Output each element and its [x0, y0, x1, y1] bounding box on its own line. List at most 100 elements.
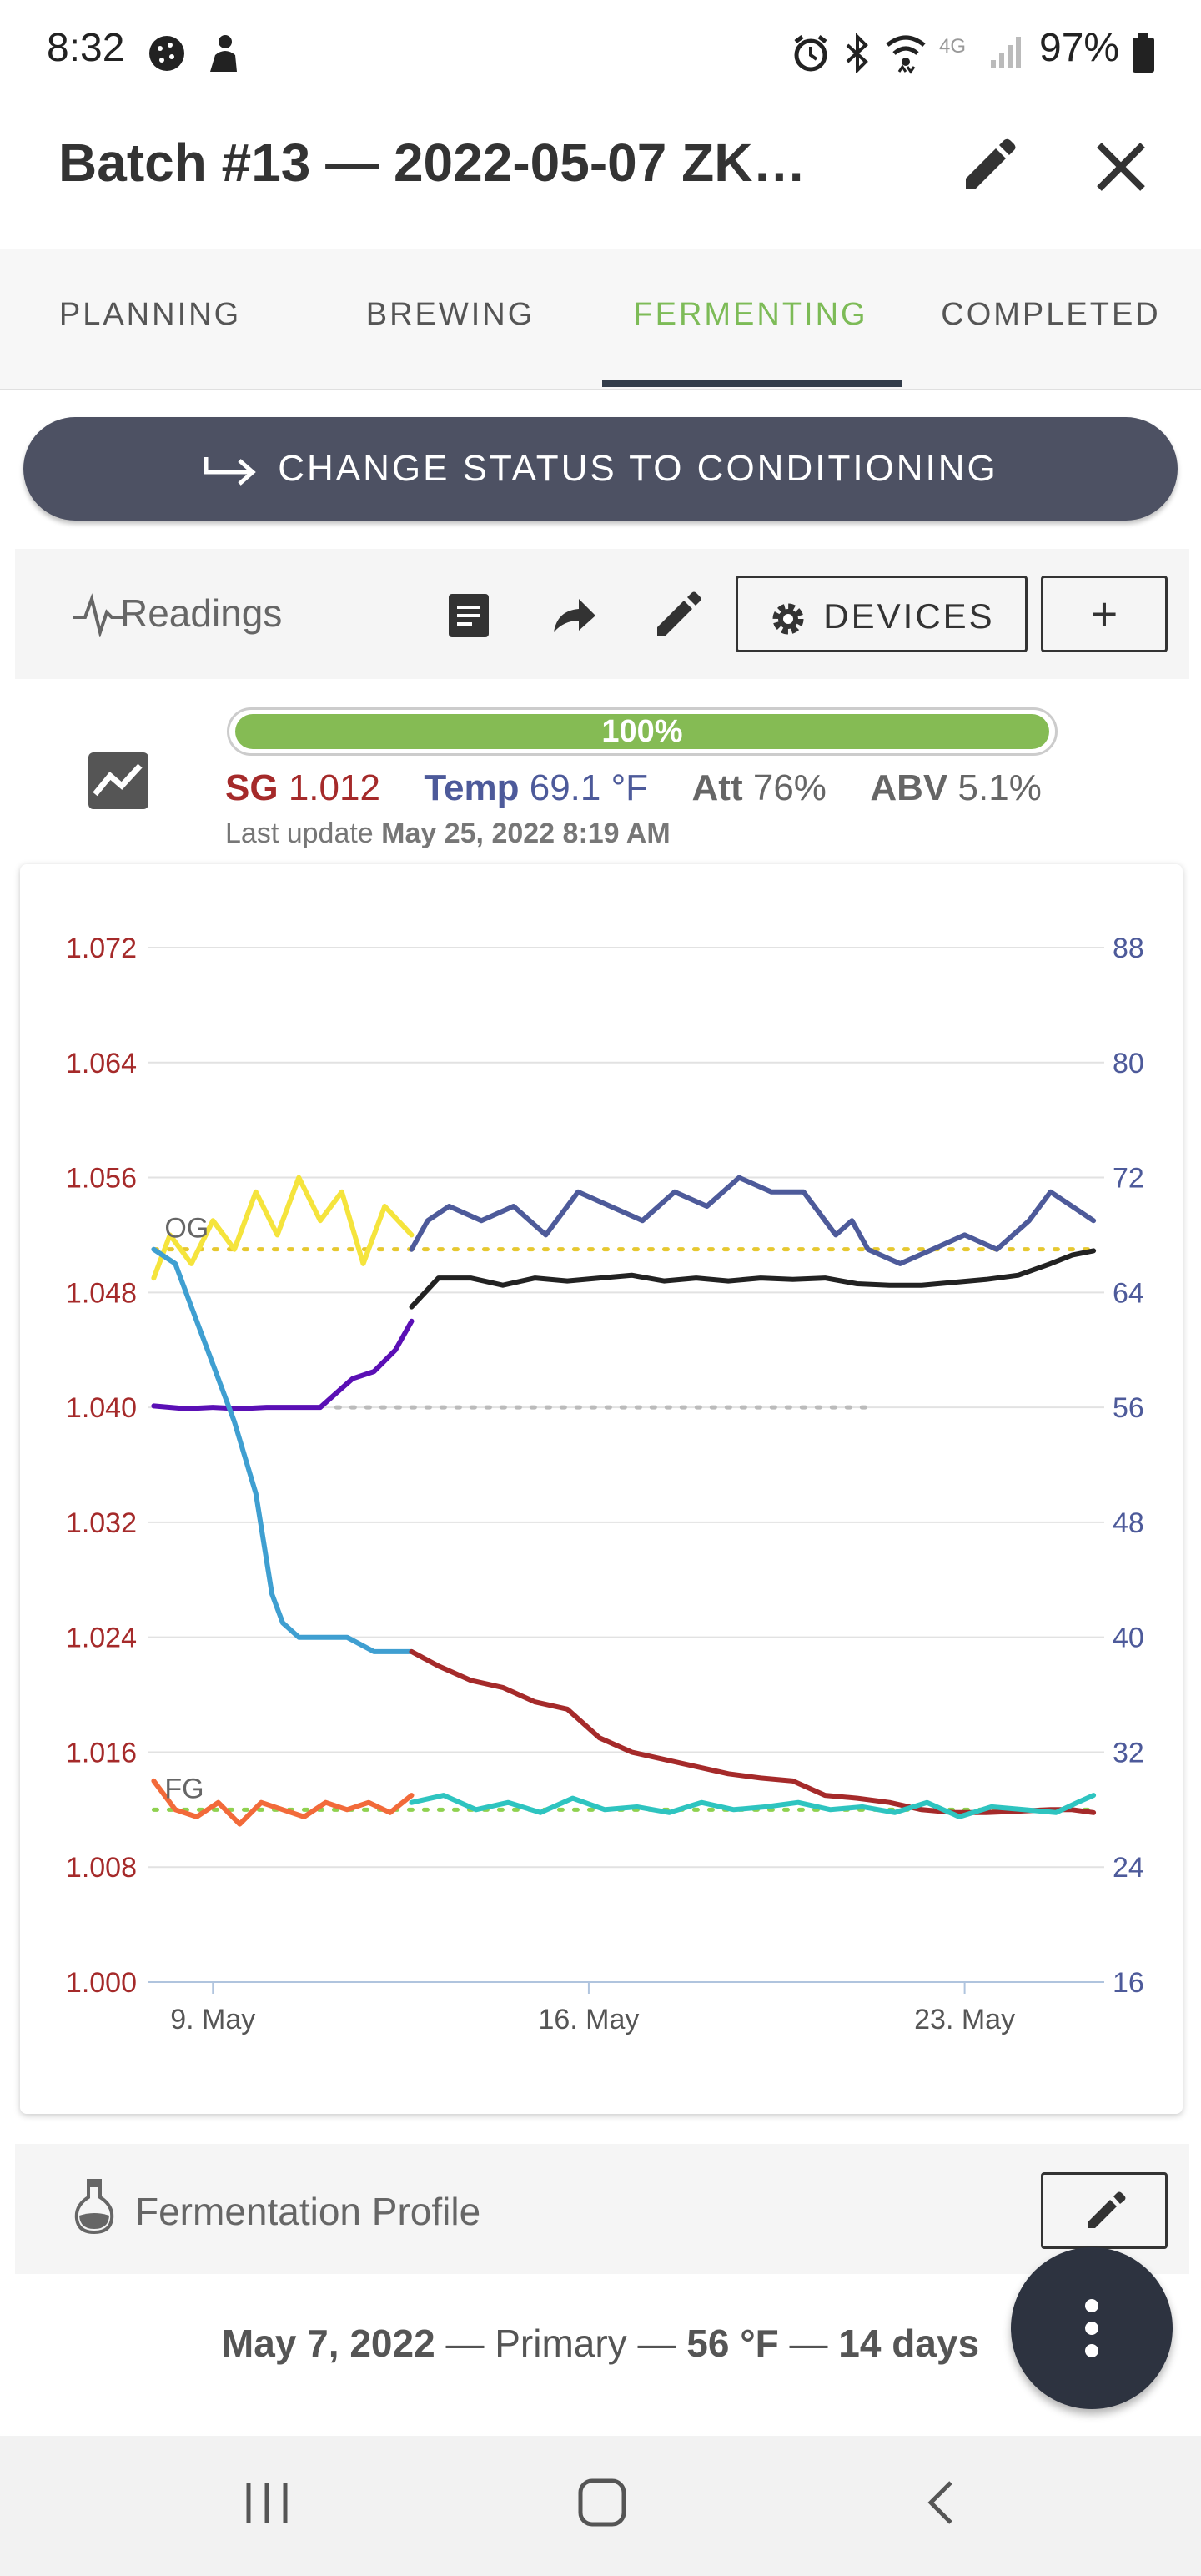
series-line — [151, 1318, 415, 1411]
gear-icon — [772, 603, 804, 635]
y-left-tick-label: 1.000 — [66, 1967, 137, 1999]
tab-fermenting[interactable]: FERMENTING — [633, 297, 868, 332]
stats-line: SG 1.012 Temp 69.1 °F Att 76% ABV 5.1% — [225, 767, 1042, 809]
close-icon — [1097, 143, 1145, 191]
readings-label: Readings — [120, 591, 283, 635]
step-separator: — — [789, 2322, 839, 2365]
att-value: 76% — [752, 767, 827, 808]
bluetooth-icon — [841, 33, 874, 78]
y-left-tick-label: 1.024 — [66, 1623, 137, 1654]
series-line — [151, 1246, 415, 1654]
y-right-tick-label: 64 — [1113, 1277, 1144, 1309]
abv-label: ABV — [870, 767, 948, 808]
home-button[interactable] — [575, 2476, 629, 2529]
recent-apps-icon — [246, 2483, 288, 2523]
x-tick-label: 16. May — [538, 2004, 639, 2035]
more-actions-fab[interactable] — [1011, 2247, 1173, 2409]
tab-completed[interactable]: COMPLETED — [941, 297, 1161, 332]
close-button[interactable] — [1089, 135, 1153, 199]
y-left-tick-label: 1.032 — [66, 1507, 137, 1539]
active-tab-indicator — [602, 380, 902, 387]
fermentation-step: May 7, 2022 — Primary — 56 °F — 14 days — [0, 2321, 1201, 2366]
notes-button[interactable] — [442, 589, 495, 642]
series-line — [409, 1648, 1097, 1815]
wifi-icon — [884, 32, 927, 79]
y-left-tick-label: 1.008 — [66, 1852, 137, 1884]
sg-value: 1.012 — [288, 767, 380, 808]
devices-label: DEVICES — [823, 596, 995, 636]
recent-apps-button[interactable] — [242, 2478, 292, 2528]
devices-button[interactable]: DEVICES — [736, 576, 1028, 652]
att-label: Att — [691, 767, 743, 808]
edit-title-button[interactable] — [956, 135, 1019, 199]
x-tick-label: 23. May — [914, 2004, 1015, 2035]
home-icon — [578, 2478, 626, 2527]
share-button[interactable] — [547, 589, 600, 642]
y-right-tick-label: 24 — [1113, 1852, 1144, 1884]
y-left-tick-label: 1.048 — [66, 1277, 137, 1309]
sg-label: SG — [225, 767, 279, 808]
step-stage: Primary — [495, 2322, 627, 2365]
alarm-icon — [792, 33, 829, 78]
y-right-tick-label: 72 — [1113, 1163, 1144, 1195]
y-right-tick-label: 88 — [1113, 933, 1144, 964]
status-tab-bar: PLANNING BREWING FERMENTING COMPLETED — [0, 249, 1201, 390]
readings-chart[interactable]: 1.072 1.064 1.056 1.048 1.040 1.032 1.024 1.016… — [20, 864, 1183, 2114]
arrow-right-icon — [204, 457, 256, 486]
y-right-tick-label: 56 — [1113, 1392, 1144, 1424]
readings-toolbar — [15, 549, 1189, 679]
y-right-tick-label: 48 — [1113, 1507, 1144, 1539]
more-vertical-icon — [1085, 2299, 1098, 2357]
pulse-icon — [72, 591, 127, 641]
step-separator: — — [637, 2322, 687, 2365]
step-date: May 7, 2022 — [221, 2322, 435, 2365]
x-tick-label: 9. May — [170, 2004, 255, 2035]
y-left-tick-label: 1.040 — [66, 1392, 137, 1424]
notes-icon — [449, 594, 489, 637]
pencil-icon — [657, 591, 701, 636]
battery-icon — [1131, 33, 1156, 78]
last-update-label: Last update — [225, 818, 374, 849]
pencil-icon — [966, 138, 1016, 189]
step-temp: 56 °F — [686, 2322, 779, 2365]
chart-trend-icon — [87, 751, 150, 815]
back-icon — [927, 2481, 952, 2524]
last-update: Last update May 25, 2022 8:19 AM — [225, 818, 671, 850]
tab-brewing[interactable]: BREWING — [365, 297, 535, 332]
person-notification-icon — [204, 33, 240, 78]
y-left-tick-label: 1.016 — [66, 1737, 137, 1768]
change-status-button[interactable]: CHANGE STATUS TO CONDITIONING — [23, 417, 1178, 521]
add-reading-button[interactable]: + — [1041, 576, 1168, 652]
series-line — [151, 1175, 415, 1281]
annotation-label: OG — [164, 1213, 209, 1245]
edit-readings-button[interactable] — [651, 589, 704, 642]
back-button[interactable] — [917, 2478, 967, 2528]
readings-chart-card: 1.072 1.064 1.056 1.048 1.040 1.032 1.024 1.016… — [20, 864, 1183, 2114]
progress-label: 100% — [601, 714, 683, 749]
status-bar: 8:32 4G 97% — [0, 0, 1201, 100]
fermentation-profile-label: Fermentation Profile — [135, 2190, 481, 2233]
system-nav-bar — [0, 2436, 1201, 2576]
progress-fill — [235, 714, 1049, 749]
y-left-tick-label: 1.064 — [66, 1048, 137, 1079]
y-right-tick-label: 80 — [1113, 1048, 1144, 1079]
y-right-tick-label: 40 — [1113, 1623, 1144, 1654]
last-update-value: May 25, 2022 8:19 AM — [381, 818, 671, 849]
signal-icon — [989, 33, 1026, 74]
series-line — [409, 1793, 1097, 1819]
temp-value: 69.1 °F — [529, 767, 649, 808]
step-duration: 14 days — [838, 2322, 980, 2365]
change-status-label: CHANGE STATUS TO CONDITIONING — [278, 448, 998, 489]
abv-value: 5.1% — [957, 767, 1042, 808]
step-separator: — — [445, 2322, 495, 2365]
series-line — [409, 1175, 1097, 1266]
network-type: 4G — [939, 35, 967, 58]
edit-profile-button[interactable] — [1041, 2172, 1168, 2249]
tab-planning[interactable]: PLANNING — [58, 297, 242, 332]
temp-label: Temp — [424, 767, 520, 808]
series-line — [409, 1248, 1097, 1310]
y-left-tick-label: 1.056 — [66, 1163, 137, 1195]
pencil-icon — [1088, 2191, 1126, 2228]
annotation-label: FG — [164, 1773, 204, 1804]
y-left-tick-label: 1.072 — [66, 933, 137, 964]
